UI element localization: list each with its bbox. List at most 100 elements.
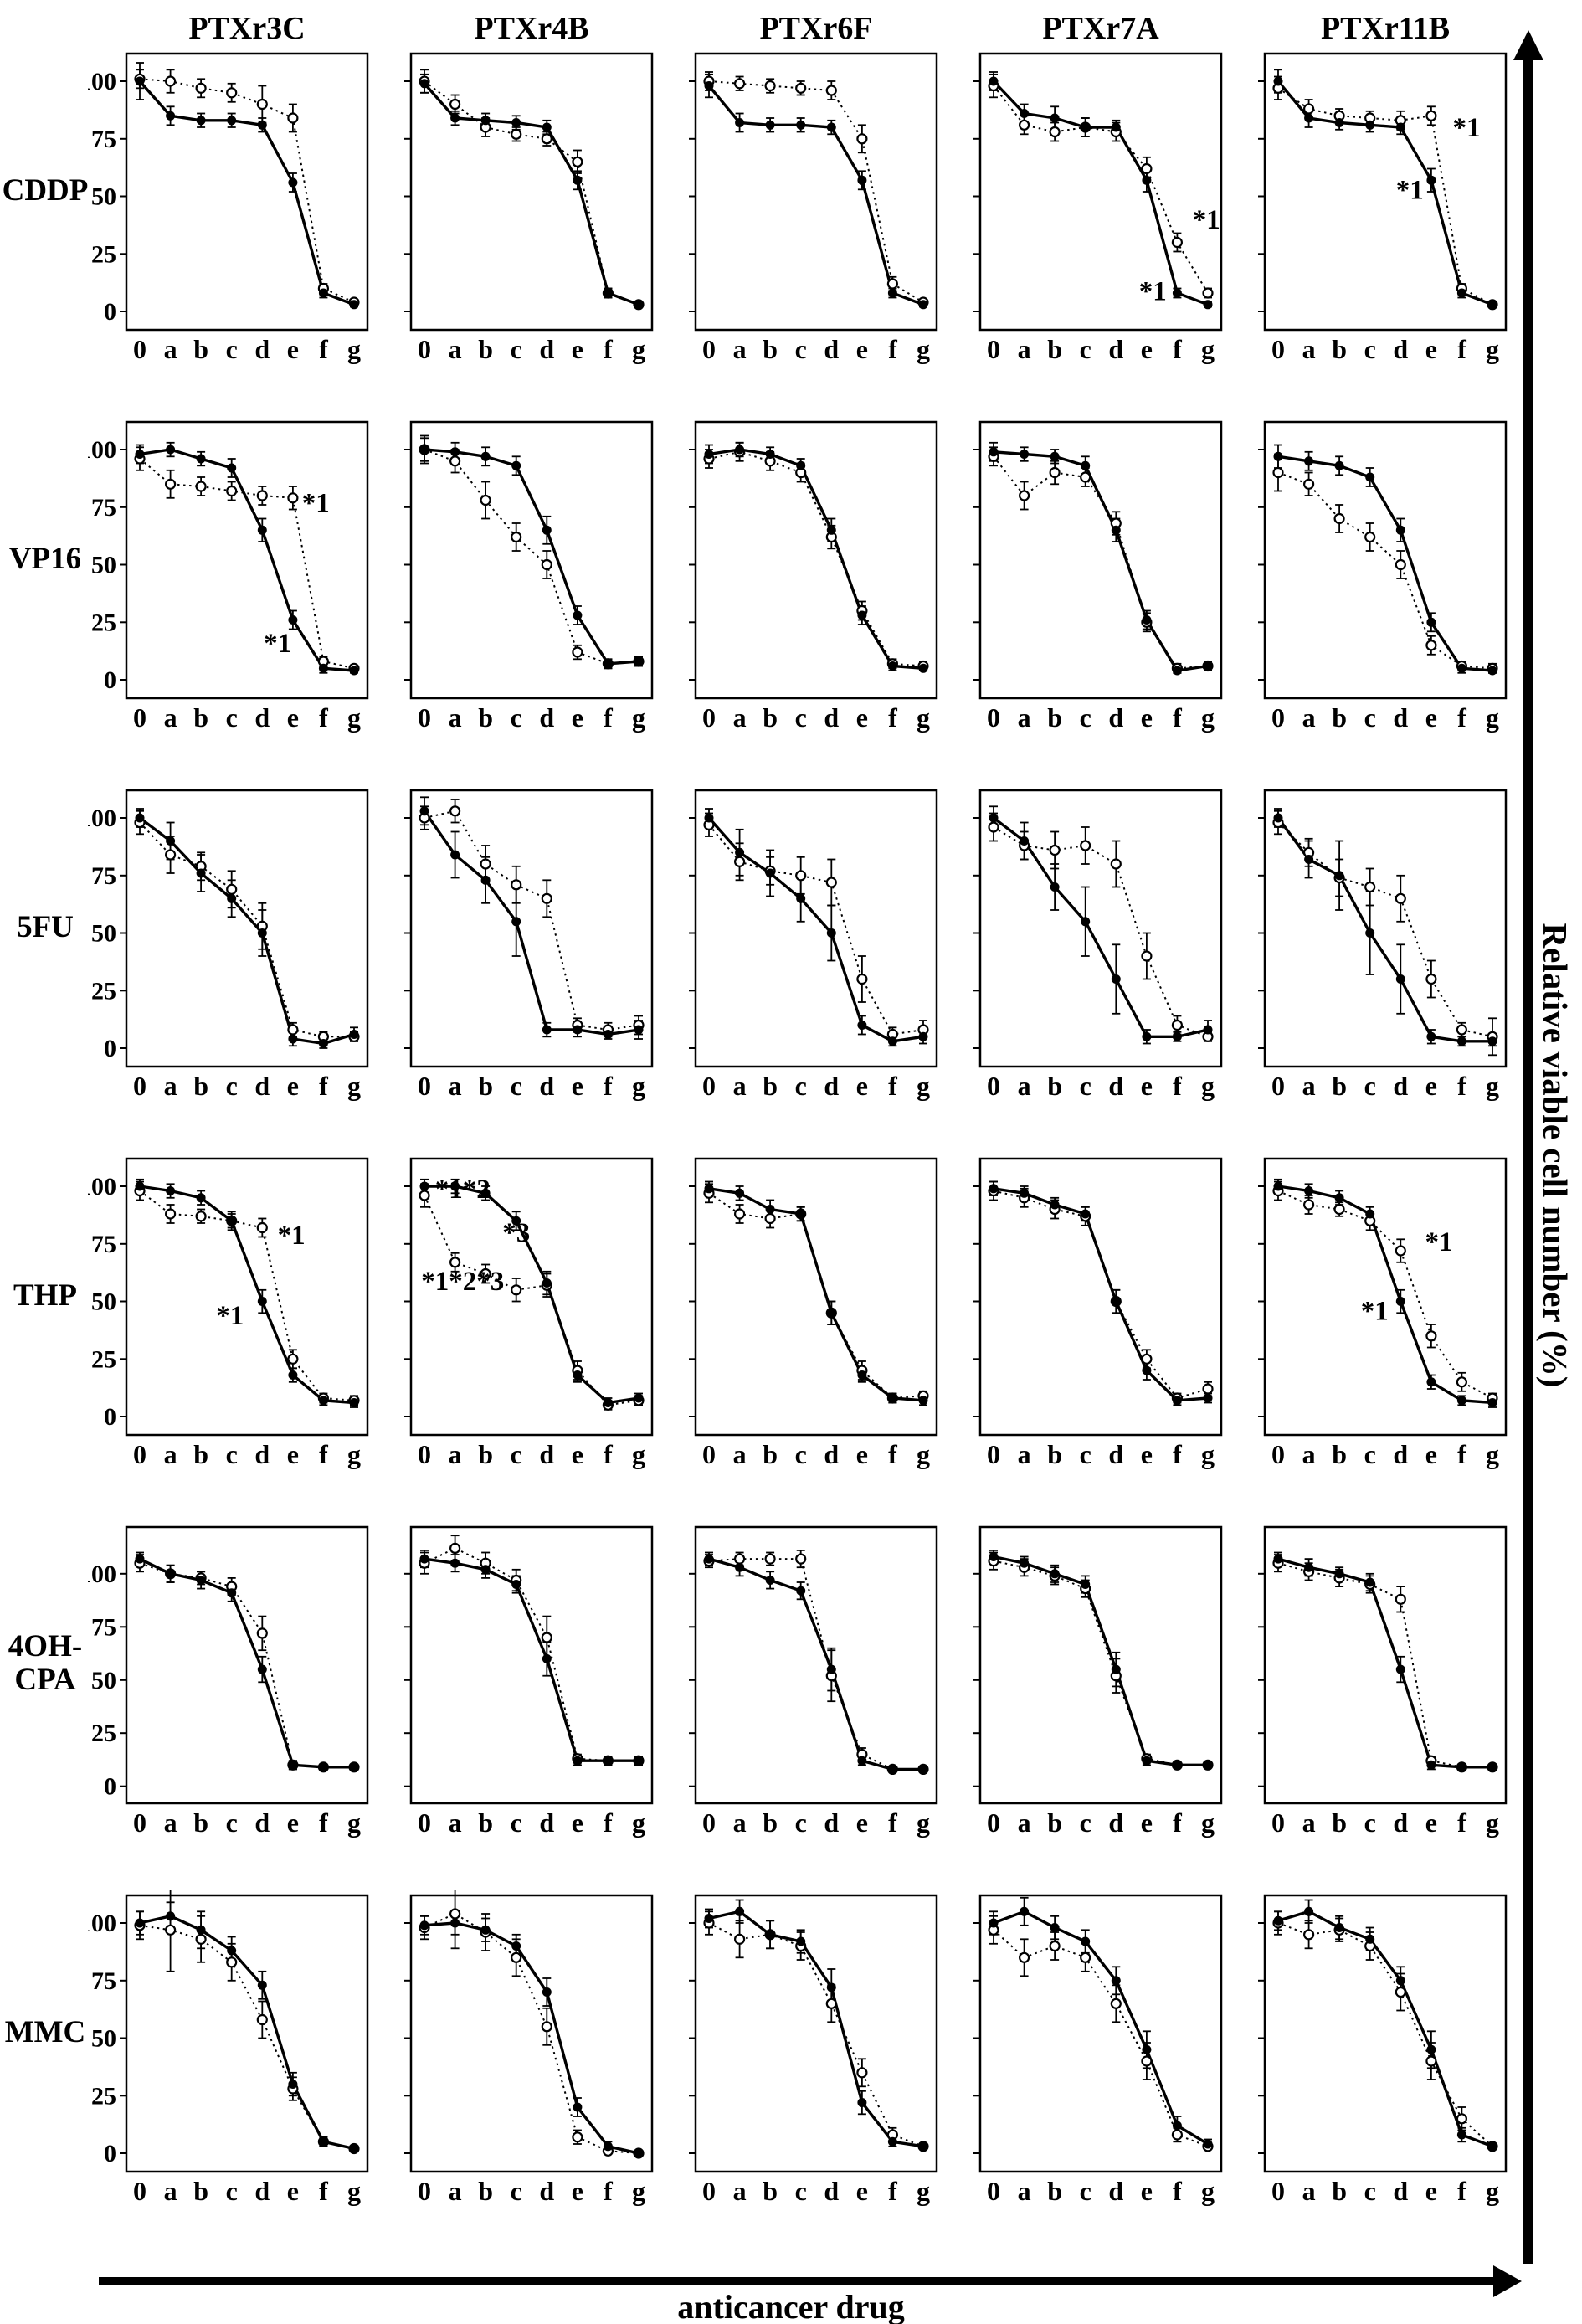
filled-circle-marker <box>1426 1031 1436 1041</box>
filled-circle-marker <box>573 1370 583 1380</box>
x-tick-label: d <box>824 1807 839 1838</box>
x-tick-label: f <box>604 702 613 733</box>
x-tick-label: 0 <box>1271 1439 1285 1469</box>
filled-circle-marker <box>826 122 836 132</box>
dashed-series-line <box>424 1195 639 1406</box>
filled-circle-marker <box>1334 118 1344 127</box>
y-tick-label: 0 <box>104 1403 116 1431</box>
filled-circle-marker <box>511 460 521 470</box>
solid-series-line <box>1276 816 1492 1043</box>
solid-series-line <box>1277 1185 1493 1405</box>
significance-annotation: *1*2*3 <box>421 1267 504 1297</box>
open-circle-marker <box>825 877 837 888</box>
x-tick-label: 0 <box>133 334 146 364</box>
filled-circle-marker <box>450 1558 460 1568</box>
x-tick-label: e <box>572 1071 583 1101</box>
open-circle-marker <box>1395 558 1406 571</box>
open-circle-marker <box>1456 1024 1467 1036</box>
filled-circle-marker <box>1020 109 1030 118</box>
filled-circle-marker <box>918 663 928 673</box>
filled-circle-marker <box>257 1297 267 1306</box>
x-tick-label: c <box>1364 1807 1376 1838</box>
filled-circle-marker <box>1395 122 1405 132</box>
open-circle-marker <box>1364 531 1376 543</box>
filled-circle-marker <box>542 1025 552 1035</box>
open-circle-marker <box>572 156 583 167</box>
open-circle-marker <box>1018 1951 1030 1963</box>
filled-circle-marker <box>735 847 745 857</box>
column-header-PTXr7A: PTXr7A <box>1042 11 1159 46</box>
open-circle-marker <box>1272 466 1284 479</box>
filled-circle-marker <box>1304 1562 1314 1572</box>
filled-circle-marker <box>1456 2130 1466 2140</box>
x-tick-label: d <box>1108 702 1123 733</box>
x-tick-label: g <box>632 1807 645 1838</box>
plot-border <box>1263 420 1508 700</box>
x-tick-label: d <box>254 1071 270 1101</box>
x-tick-label: e <box>1425 1439 1437 1469</box>
filled-circle-marker <box>1426 2044 1436 2054</box>
x-tick-label: a <box>733 1807 747 1838</box>
x-tick-label: e <box>287 334 299 364</box>
open-circle-marker <box>795 1553 807 1565</box>
filled-circle-marker <box>796 460 806 470</box>
x-tick-label: f <box>1457 1439 1466 1469</box>
filled-circle-marker <box>450 1181 460 1191</box>
x-tick-label: e <box>572 1807 583 1838</box>
filled-circle-marker <box>135 1181 145 1191</box>
filled-circle-marker <box>227 1588 237 1598</box>
x-tick-label: a <box>1302 1439 1316 1469</box>
filled-circle-marker <box>989 76 999 86</box>
x-tick-label: e <box>1141 1071 1153 1101</box>
filled-circle-marker <box>1142 2044 1152 2054</box>
filled-circle-marker <box>318 288 328 298</box>
x-tick-label: b <box>193 334 208 364</box>
open-circle-marker <box>541 133 552 145</box>
x-tick-label: f <box>888 2176 897 2206</box>
solid-series-line <box>138 816 355 1046</box>
x-tick-label: c <box>511 1807 522 1838</box>
x-tick-label: b <box>1332 1807 1347 1838</box>
x-tick-label: 0 <box>133 1439 146 1469</box>
filled-circle-marker <box>989 1552 999 1561</box>
filled-circle-marker <box>1395 525 1405 535</box>
solid-series-line <box>708 1187 924 1402</box>
solid-series-line <box>1277 1910 1493 2148</box>
open-circle-marker <box>541 1632 552 1643</box>
filled-circle-marker <box>1334 1193 1344 1203</box>
filled-circle-marker <box>450 447 460 457</box>
filled-circle-marker <box>349 666 359 676</box>
solid-series-line <box>1277 455 1493 672</box>
open-circle-marker <box>1171 236 1183 249</box>
solid-series-line <box>1276 80 1493 306</box>
plot-border <box>694 789 938 1068</box>
filled-circle-marker <box>349 1762 359 1772</box>
column-header-PTXr3C: PTXr3C <box>188 11 306 46</box>
x-tick-label: 0 <box>1271 334 1285 364</box>
x-tick-label: d <box>254 1439 270 1469</box>
filled-circle-marker <box>1203 1760 1213 1770</box>
filled-circle-marker <box>135 1554 145 1564</box>
x-tick-label: c <box>1364 334 1376 364</box>
filled-circle-marker <box>857 175 867 185</box>
x-tick-label: b <box>478 702 493 733</box>
open-circle-marker <box>1141 2055 1153 2067</box>
filled-circle-marker <box>1487 2141 1497 2152</box>
x-tick-label: 0 <box>133 2176 146 2206</box>
x-tick-label: b <box>193 2176 208 2206</box>
open-circle-marker <box>825 1998 837 2009</box>
filled-circle-marker <box>1203 300 1213 310</box>
x-tick-label: f <box>604 1807 613 1838</box>
open-circle-marker <box>449 98 461 111</box>
open-circle-marker <box>511 1951 522 1963</box>
subplot-CDDP-PTXr7A: 0 a b c d e f g *1 *1 <box>942 49 1226 417</box>
x-tick-label: e <box>572 334 583 364</box>
filled-circle-marker <box>480 1188 491 1198</box>
x-tick-label: d <box>254 1807 270 1838</box>
filled-circle-marker <box>135 813 145 823</box>
filled-circle-marker <box>1203 2139 1213 2149</box>
filled-circle-marker <box>511 1580 521 1589</box>
